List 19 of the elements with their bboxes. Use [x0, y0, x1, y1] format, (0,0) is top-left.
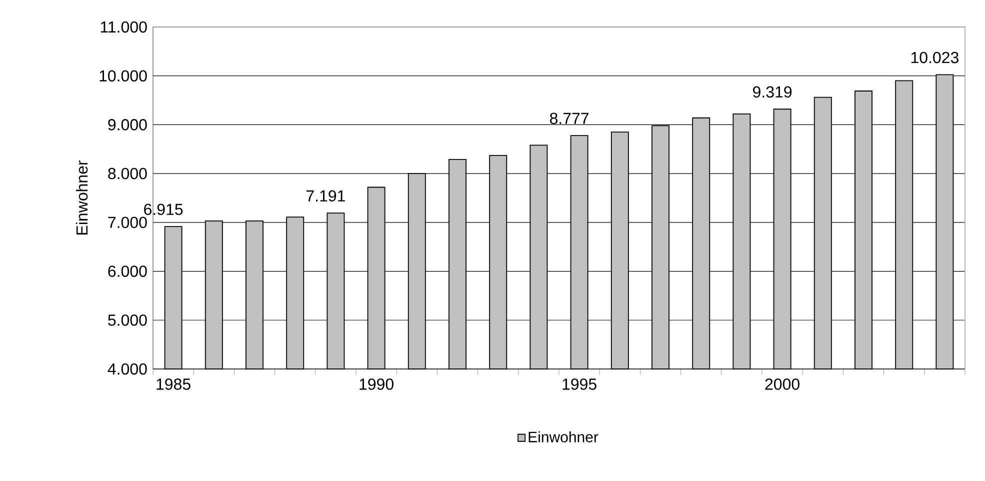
data-label: 10.023 [911, 52, 958, 64]
data-label: 8.777 [550, 112, 589, 124]
y-tick-label: 8.000 [108, 168, 147, 180]
data-label: 7.191 [306, 190, 345, 202]
y-tick-label: 10.000 [100, 70, 147, 82]
y-tick-label: 7.000 [108, 216, 147, 228]
data-label: 9.319 [753, 86, 792, 98]
x-tick-label: 1990 [360, 378, 394, 390]
y-tick-label: 6.000 [108, 266, 147, 277]
y-tick-label: 5.000 [108, 314, 147, 326]
x-tick-label: 2000 [765, 378, 800, 390]
y-axis-title: Einwohner [76, 160, 88, 234]
x-tick-label: 1995 [562, 378, 596, 390]
y-tick-label: 11.000 [100, 21, 147, 33]
data-label: 6.915 [144, 204, 183, 216]
y-tick-label: 4.000 [108, 363, 147, 375]
y-tick-label: 9.000 [108, 119, 147, 130]
x-tick-label: 1985 [156, 378, 190, 390]
legend-label: Einwohner [528, 431, 598, 442]
